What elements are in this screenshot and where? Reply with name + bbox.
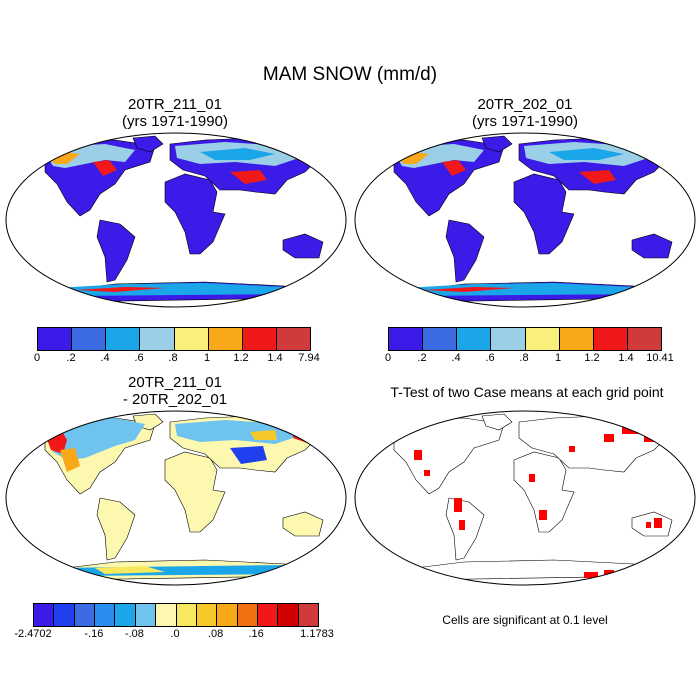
colorbar-tick-label: .2 (417, 352, 427, 364)
panel-3-title-case-a: 20TR_211_01 (128, 374, 222, 391)
snow-cover (47, 142, 310, 296)
colorbar-tick-label: 10.41 (646, 352, 674, 364)
colorbar-swatch (196, 604, 218, 626)
colorbar-swatch (627, 328, 661, 350)
colorbar-swatch (74, 604, 96, 626)
map-panel-3 (5, 410, 347, 586)
colorbar-swatch (135, 604, 157, 626)
colorbar-swatch (140, 328, 175, 350)
colorbar-tick-label: .6 (485, 352, 495, 364)
colorbar-tick-label: .4 (451, 352, 461, 364)
colorbar-tick-label: .08 (207, 628, 224, 640)
colorbar-tick-label: 1 (203, 352, 211, 364)
colorbar-tick-label: 1.4 (267, 352, 283, 364)
colorbar-swatch (276, 328, 310, 350)
colorbar-tick-label: 7.94 (298, 352, 320, 364)
colorbar-swatch (593, 328, 628, 350)
colorbar-swatch (115, 604, 136, 626)
colorbar-tick-label: -2.4702 (14, 628, 52, 640)
colorbar-swatch (217, 604, 238, 626)
colorbar-1 (37, 327, 311, 351)
colorbar-tick-label: .0 (170, 628, 180, 640)
colorbar-tick-label: 1.1783 (300, 628, 334, 640)
colorbar-swatch (72, 328, 107, 350)
colorbar-tick-label: .4 (100, 352, 110, 364)
panel-2-title-years: (yrs 1971-1990) (472, 113, 578, 130)
colorbar-swatch (95, 604, 116, 626)
colorbar-tick-label: 1.2 (584, 352, 600, 364)
colorbar-swatch (457, 328, 492, 350)
map-panel-2 (354, 132, 696, 308)
colorbar-tick-label: .8 (168, 352, 178, 364)
colorbar-swatch (106, 328, 141, 350)
panel-2-title-case: 20TR_202_01 (477, 96, 573, 113)
colorbar-swatch (176, 604, 197, 626)
panel-3-title-case-b: - 20TR_202_01 (122, 391, 228, 408)
panel-3-title: 20TR_211_01 - 20TR_202_01 (40, 374, 310, 408)
colorbar-swatch (242, 328, 277, 350)
colorbar-swatch (491, 328, 526, 350)
colorbar-swatch (423, 328, 458, 350)
colorbar-swatch (389, 328, 424, 350)
colorbar-swatch (174, 328, 209, 350)
colorbar-tick-label: .2 (66, 352, 76, 364)
main-title: MAM SNOW (mm/d) (262, 64, 438, 85)
colorbar-swatch (34, 604, 55, 626)
colorbar-swatch (54, 604, 75, 626)
panel-1-title: 20TR_211_01 (yrs 1971-1990) (40, 96, 310, 130)
panel-4-title: T-Test of two Case means at each grid po… (390, 384, 664, 400)
colorbar-tick-label: -.16 (84, 628, 104, 640)
colorbar-swatch (156, 604, 177, 626)
colorbar-tick-label: .16 (248, 628, 264, 640)
colorbar-tick-label: 1.2 (233, 352, 249, 364)
colorbar-swatch (559, 328, 594, 350)
colorbar-swatch (237, 604, 258, 626)
difference-fill (45, 418, 317, 576)
colorbar-tick-label: 1.4 (618, 352, 634, 364)
colorbar-swatch (298, 604, 319, 626)
map-panel-4 (354, 410, 696, 586)
panel-1-title-years: (yrs 1971-1990) (122, 113, 228, 130)
colorbar-swatch (208, 328, 243, 350)
panel-2-title: 20TR_202_01 (yrs 1971-1990) (390, 96, 660, 130)
map-panel-1 (5, 132, 347, 308)
colorbar-tick-label: 1 (554, 352, 562, 364)
colorbar-swatch (525, 328, 560, 350)
colorbar-3 (33, 603, 319, 627)
colorbar-tick-label: .6 (134, 352, 144, 364)
significance-note: Cells are significant at 0.1 level (442, 613, 608, 627)
colorbar-tick-label: .8 (519, 352, 529, 364)
colorbar-tick-label: 0 (384, 352, 392, 364)
colorbar-tick-label: 0 (33, 352, 41, 364)
colorbar-swatch (278, 604, 299, 626)
colorbar-swatch (38, 328, 73, 350)
panel-1-title-case: 20TR_211_01 (128, 96, 222, 113)
colorbar-2 (388, 327, 662, 351)
colorbar-tick-label: -.08 (124, 628, 144, 640)
colorbar-swatch (257, 604, 279, 626)
